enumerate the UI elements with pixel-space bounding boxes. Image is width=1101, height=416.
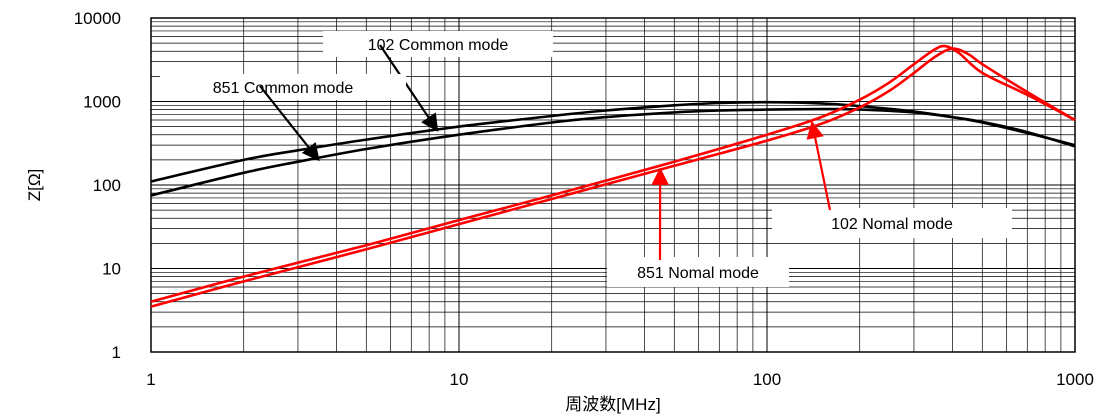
annotation-label-102-common-mode: 102 Common mode [368,37,509,54]
x-tick-label: 100 [753,370,781,389]
plot-frame [150,17,1076,353]
y-tick-label: 1 [112,343,121,362]
y-axis-label: Z[Ω] [25,169,44,202]
annotation-label-851-nomal-mode: 851 Nomal mode [637,265,759,282]
annotation-layer: 102 Common mode 851 Common mode 102 Nomal … [160,31,1012,287]
annotation-box [323,31,553,57]
annotation-box [607,257,789,287]
annotation-label-102-nomal-mode: 102 Nomal mode [831,216,953,233]
x-tick-label: 10 [450,370,469,389]
annotation-arrow [259,85,320,162]
x-axis-label: 周波数[MHz] [565,395,660,414]
x-tick-labels: 1 10 100 1000 [146,370,1094,389]
y-tick-label: 10000 [74,9,121,28]
annotation-arrow [379,44,439,132]
series-line-102-nomal-mode [150,44,1076,303]
x-tick-label: 1000 [1056,370,1094,389]
annotation-label-851-common-mode: 851 Common mode [213,80,354,97]
y-tick-labels: 1 10 100 1000 10000 [74,9,121,362]
annotation-box [772,208,1012,238]
y-tick-label: 1000 [83,93,121,112]
y-tick-label: 100 [93,176,121,195]
series-line-851-nomal-mode [150,47,1076,308]
y-tick-label: 10 [102,260,121,279]
annotation-box [160,74,406,100]
x-tick-label: 1 [146,370,155,389]
series-layer [150,44,1076,308]
annotation-arrow [806,120,832,211]
series-line-102-common-mode [150,107,1076,197]
